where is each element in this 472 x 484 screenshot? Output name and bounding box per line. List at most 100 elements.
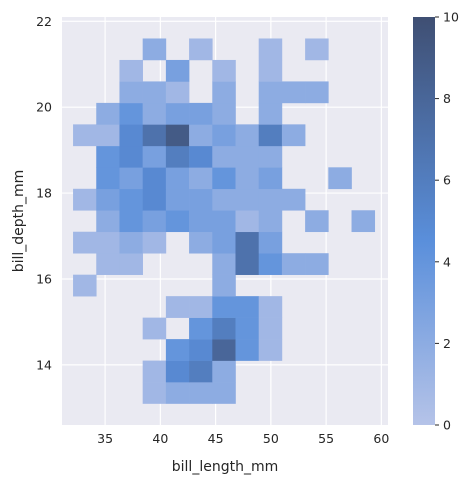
y-tick-label: 20 [36,100,52,115]
histogram-cell [212,102,236,125]
histogram-cell [96,188,120,211]
histogram-cell [142,81,167,104]
x-tick-label: 55 [318,431,334,446]
x-tick-label: 40 [152,431,168,446]
histogram-cell [328,167,352,190]
y-tick-label: 14 [36,357,52,372]
histogram-cell [165,81,190,104]
histogram-cell [305,210,329,233]
histogram-cell [258,145,283,168]
histogram-cell [189,317,213,340]
histogram-cell [189,167,213,190]
colorbar-tick-labels: 0 2 4 6 8 10 [435,10,459,433]
histogram-cell [235,339,260,361]
histogram-cell [165,167,190,190]
histogram-cell [189,210,213,233]
histogram-cell [212,339,236,361]
colorbar-tick-label: 8 [443,91,451,106]
histogram-cells [73,38,376,404]
histogram-cell [212,188,236,211]
histogram-cell [142,210,167,233]
histogram-cell [119,231,143,254]
histogram-cell [189,38,213,61]
histogram-cell [142,360,167,383]
histogram-cell [281,81,306,104]
histogram-cell [235,145,260,168]
histogram-cell [165,339,190,361]
histogram-cell [212,167,236,190]
histogram-cell [165,188,190,211]
colorbar-tick-label: 10 [443,10,459,25]
histogram-cell [119,167,143,190]
histogram-cell [119,210,143,233]
histogram-cell [212,317,236,340]
histogram-cell [212,274,236,297]
histogram-cell [258,210,283,233]
y-axis-label: bill_depth_mm [11,170,27,273]
histogram-cell [281,253,306,275]
histogram-cell [235,317,260,340]
histogram-cell [73,231,97,254]
histogram-cell [305,81,329,104]
histogram-cell [119,188,143,211]
histogram-cell [119,81,143,104]
histogram-cell [235,296,260,318]
histogram-cell [96,124,120,147]
histogram-cell [142,317,167,340]
histogram-cell [96,167,120,190]
histogram-cell [258,339,283,361]
histogram-cell [258,102,283,125]
histogram-cell [305,38,329,61]
y-tick-label: 18 [36,186,52,201]
histogram-cell [73,274,97,297]
x-axis-label: bill_length_mm [172,459,278,475]
histogram-cell [189,382,213,404]
histogram-cell [258,253,283,275]
histogram-cell [165,145,190,168]
histogram-cell [96,253,120,275]
histogram-cell [119,59,143,82]
histogram-cell [119,102,143,125]
histogram-cell [142,102,167,125]
histogram-cell [189,339,213,361]
histogram-cell [119,124,143,147]
histogram-cell [165,59,190,82]
colorbar-tick-label: 6 [443,173,451,188]
histogram-cell [235,167,260,190]
histogram-cell [142,124,167,147]
histogram-cell [212,382,236,404]
x-tick-label: 50 [263,431,279,446]
histogram-cell [142,188,167,211]
histogram-cell [189,188,213,211]
histogram-cell [73,124,97,147]
x-tick-label: 45 [208,431,224,446]
histogram-cell [165,360,190,383]
histogram-cell [258,188,283,211]
histogram-cell [212,360,236,383]
histogram-cell [189,360,213,383]
histogram-cell [96,210,120,233]
histogram-cell [258,124,283,147]
colorbar-tick-label: 4 [443,254,451,269]
histogram-cell [235,253,260,275]
histogram-cell [142,145,167,168]
histogram-cell [165,102,190,125]
histogram-cell [73,188,97,211]
histogram-cell [235,124,260,147]
histogram-cell [212,124,236,147]
histogram-cell [258,231,283,254]
histogram-cell [235,210,260,233]
histogram-cell [258,59,283,82]
histogram-cell [119,253,143,275]
histogram-cell [189,145,213,168]
histogram-cell [258,81,283,104]
histogram-cell [305,253,329,275]
histogram-cell [165,296,190,318]
x-tick-label: 60 [373,431,389,446]
histogram-cell [96,145,120,168]
histogram-cell [212,231,236,254]
histogram-cell [96,102,120,125]
histogram-cell [351,210,376,233]
histogram-cell [235,231,260,254]
histogram-cell [119,145,143,168]
